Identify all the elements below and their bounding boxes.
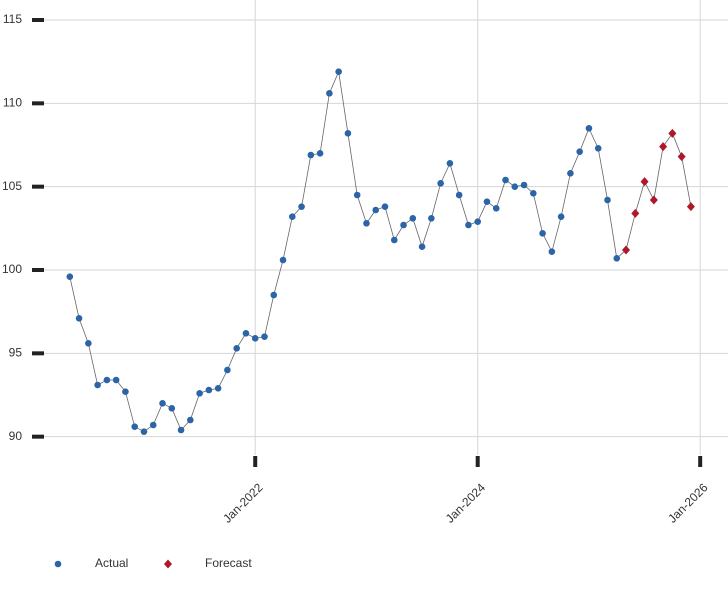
x-tick-label: Jan-2026 xyxy=(665,480,711,526)
y-tick-label: 105 xyxy=(2,179,22,193)
actual-marker xyxy=(446,160,454,167)
actual-marker xyxy=(279,256,287,264)
actual-marker xyxy=(187,416,194,424)
forecast-marker xyxy=(631,208,640,218)
actual-marker xyxy=(94,381,101,389)
actual-marker xyxy=(418,243,426,250)
actual-marker xyxy=(474,218,482,225)
actual-marker xyxy=(335,68,342,75)
legend-label: Actual xyxy=(95,556,128,570)
actual-marker xyxy=(326,90,333,97)
actual-marker xyxy=(567,170,574,177)
actual-marker xyxy=(344,130,352,137)
actual-marker xyxy=(242,330,250,337)
actual-marker xyxy=(604,196,611,204)
y-tick-label: 90 xyxy=(9,429,23,443)
actual-marker xyxy=(363,220,370,227)
actual-marker xyxy=(483,198,491,205)
actual-marker xyxy=(548,248,556,255)
actual-marker xyxy=(205,386,213,394)
actual-marker xyxy=(85,340,92,347)
actual-marker xyxy=(511,183,519,190)
actual-marker xyxy=(288,213,296,220)
y-tick-label: 100 xyxy=(2,262,22,276)
actual-marker xyxy=(455,191,463,199)
y-tick-label: 110 xyxy=(3,96,22,110)
actual-marker xyxy=(428,215,435,222)
actual-marker xyxy=(372,206,380,214)
actual-marker xyxy=(539,230,546,237)
actual-marker xyxy=(112,376,120,384)
actual-marker xyxy=(270,291,278,299)
series-line xyxy=(625,132,692,251)
series-line xyxy=(69,70,618,433)
actual-marker xyxy=(168,405,176,412)
actual-marker xyxy=(390,236,398,244)
actual-marker xyxy=(381,203,389,210)
actual-marker xyxy=(520,181,528,189)
actual-marker xyxy=(530,190,537,197)
actual-marker xyxy=(131,423,139,430)
actual-marker xyxy=(159,400,166,407)
forecast-marker xyxy=(622,245,631,255)
actual-marker xyxy=(409,215,417,222)
forecast-marker xyxy=(640,177,649,187)
actual-marker xyxy=(557,213,565,220)
forecast-marker xyxy=(668,128,677,138)
actual-marker xyxy=(437,180,444,187)
actual-marker xyxy=(177,426,185,434)
legend-marker xyxy=(164,559,172,569)
forecast-marker xyxy=(686,202,695,212)
actual-marker xyxy=(122,388,129,395)
y-tick-label: 95 xyxy=(9,346,23,360)
actual-marker xyxy=(585,125,593,132)
actual-marker xyxy=(353,191,361,199)
actual-marker xyxy=(261,333,268,340)
actual-marker xyxy=(196,390,203,397)
actual-marker xyxy=(140,428,148,435)
y-tick-label: 115 xyxy=(3,12,22,26)
actual-marker xyxy=(465,221,472,229)
actual-marker xyxy=(149,421,157,429)
actual-marker xyxy=(594,145,602,152)
actual-marker xyxy=(66,273,74,280)
actual-marker xyxy=(224,366,231,374)
forecast-marker xyxy=(677,152,686,162)
x-tick-label: Jan-2024 xyxy=(443,480,489,526)
forecast-marker xyxy=(649,195,658,205)
actual-marker xyxy=(502,176,509,184)
actual-marker xyxy=(214,385,222,392)
legend-marker xyxy=(54,560,62,568)
actual-marker xyxy=(492,205,500,212)
actual-marker xyxy=(307,151,315,159)
actual-marker xyxy=(251,335,259,342)
actual-marker xyxy=(298,203,305,210)
actual-marker xyxy=(400,221,407,229)
actual-marker xyxy=(233,345,240,352)
actual-marker xyxy=(103,376,111,384)
forecast-marker xyxy=(659,142,668,152)
actual-marker xyxy=(576,148,583,155)
x-tick-label: Jan-2022 xyxy=(220,480,266,526)
actual-marker xyxy=(613,255,621,262)
actual-marker xyxy=(75,315,83,322)
actual-marker xyxy=(316,150,324,157)
legend-label: Forecast xyxy=(205,556,252,570)
